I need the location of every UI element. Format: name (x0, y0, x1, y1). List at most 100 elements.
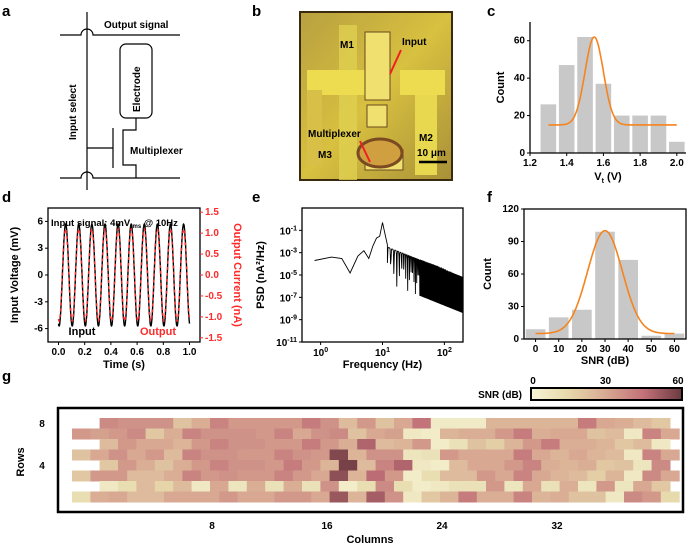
heatmap-cell (495, 491, 515, 503)
xtick-label-f: 10 (553, 344, 565, 355)
heatmap-cell (651, 481, 671, 492)
heatmap-cell (458, 428, 478, 440)
heatmap-cell (430, 439, 450, 450)
heatmap-cell (467, 460, 487, 471)
heatmap-cell (522, 439, 542, 450)
heatmap-cell (311, 491, 331, 503)
heatmap-cell (394, 460, 413, 471)
heatmap-cell (550, 491, 570, 503)
heatmap-cell (642, 491, 662, 503)
ytick-label-e: 10-7 (280, 292, 297, 304)
heatmap-cell (550, 449, 570, 461)
heatmap-cell (559, 481, 579, 492)
transistor-channel (122, 118, 137, 178)
heatmap-cell (90, 428, 110, 440)
heatmap-frame (56, 406, 685, 514)
heatmap-cell (246, 481, 266, 492)
heatmap-cell (660, 449, 680, 461)
heatmap-cell (228, 439, 248, 450)
heatmap-cell (274, 491, 294, 503)
ytick-label-f: 60 (508, 269, 520, 280)
heatmap-cell (421, 470, 441, 482)
heatmap-cell (127, 428, 147, 440)
ytick-label-c: 60 (514, 36, 526, 47)
ytick-label-c: 20 (514, 111, 526, 122)
xtick-label-f: 50 (646, 344, 658, 355)
heatmap-cell (440, 491, 459, 503)
heatmap-cell (348, 449, 367, 461)
heatmap-cell (136, 439, 156, 450)
bar-f-6 (664, 333, 685, 339)
bar-f-0 (525, 329, 546, 339)
multiplexer-label: Multiplexer (130, 146, 183, 157)
heatmap-cell (173, 418, 193, 429)
heatmap-cell (136, 460, 156, 471)
heatmap-cell (384, 470, 404, 482)
heatmap-cell (458, 449, 478, 461)
heatmap-cell (522, 460, 542, 471)
heatmap-cell (182, 470, 202, 482)
heatmap-cell (329, 449, 349, 461)
xtick-label-g: 32 (551, 521, 563, 532)
heatmap-cell (118, 439, 137, 450)
xtick-label-g: 8 (209, 521, 215, 532)
heatmap-cell (596, 439, 616, 450)
heatmap-cell (440, 449, 459, 461)
y2tick-label-d: 0.0 (205, 270, 219, 281)
heatmap-cell (394, 481, 413, 492)
xlabel-f: SNR (dB) (581, 355, 630, 367)
xtick-label-g: 16 (321, 521, 333, 532)
xtick-label-c: 1.6 (596, 158, 610, 169)
heatmap-cell (532, 491, 551, 503)
heatmap-cell (265, 439, 285, 450)
heatmap-cell (486, 460, 505, 471)
xtick-label-f: 40 (623, 344, 635, 355)
annotation-main: Input signal: 4mV (51, 218, 131, 229)
heatmap-cell (596, 481, 616, 492)
heatmap-cell (99, 460, 119, 471)
y2tick-label-d: -0.5 (205, 291, 223, 302)
xtick-label-f: 0 (533, 344, 539, 355)
heatmap-cell (541, 481, 561, 492)
m3-label: M3 (318, 150, 332, 161)
heatmap-cell (256, 449, 275, 461)
y2label-d: Output Current (nA) (231, 223, 243, 327)
heatmap-cell (182, 449, 202, 461)
heatmap-cell (403, 428, 423, 440)
heatmap-cell (210, 439, 229, 450)
heatmap-cell (495, 449, 515, 461)
heatmap-cell (651, 439, 671, 450)
heatmap-cell (219, 491, 239, 503)
bar-c-5 (632, 115, 648, 153)
input-select-label: Input select (68, 84, 79, 140)
heatmap-cell (421, 449, 441, 461)
xlabel-g: Columns (346, 534, 393, 546)
heatmap-cell (127, 449, 147, 461)
heatmap-cell (522, 481, 542, 492)
heatmap-cell (513, 449, 533, 461)
bar-c-6 (650, 115, 667, 153)
heatmap-cell (283, 418, 303, 429)
heatmap-cell (154, 460, 174, 471)
xtick-label-c: 2.0 (670, 158, 684, 169)
heatmap-cell (127, 491, 147, 503)
xtick-label-c: 1.2 (523, 158, 537, 169)
heatmap-cell (154, 481, 174, 492)
ytick-label-f: 30 (508, 302, 520, 313)
ylabel-f: Count (482, 258, 494, 290)
xtick-label-e: 100 (313, 347, 328, 359)
heatmap-cell (329, 491, 349, 503)
ytick-label-e: 10-3 (280, 248, 297, 260)
heatmap-cell (384, 428, 404, 440)
heatmap-cell (210, 481, 229, 492)
heatmap-cell (614, 439, 634, 450)
heatmap-cell (108, 491, 128, 503)
heatmap-cell (587, 428, 607, 440)
heatmap-cell (476, 449, 496, 461)
ground-line (60, 171, 180, 179)
heatmap-cell (283, 460, 303, 471)
heatmap-cell (476, 428, 496, 440)
heatmap-cell (145, 470, 165, 482)
y2tick-label-d: -1.5 (205, 333, 223, 344)
heatmap-cell (246, 439, 266, 450)
